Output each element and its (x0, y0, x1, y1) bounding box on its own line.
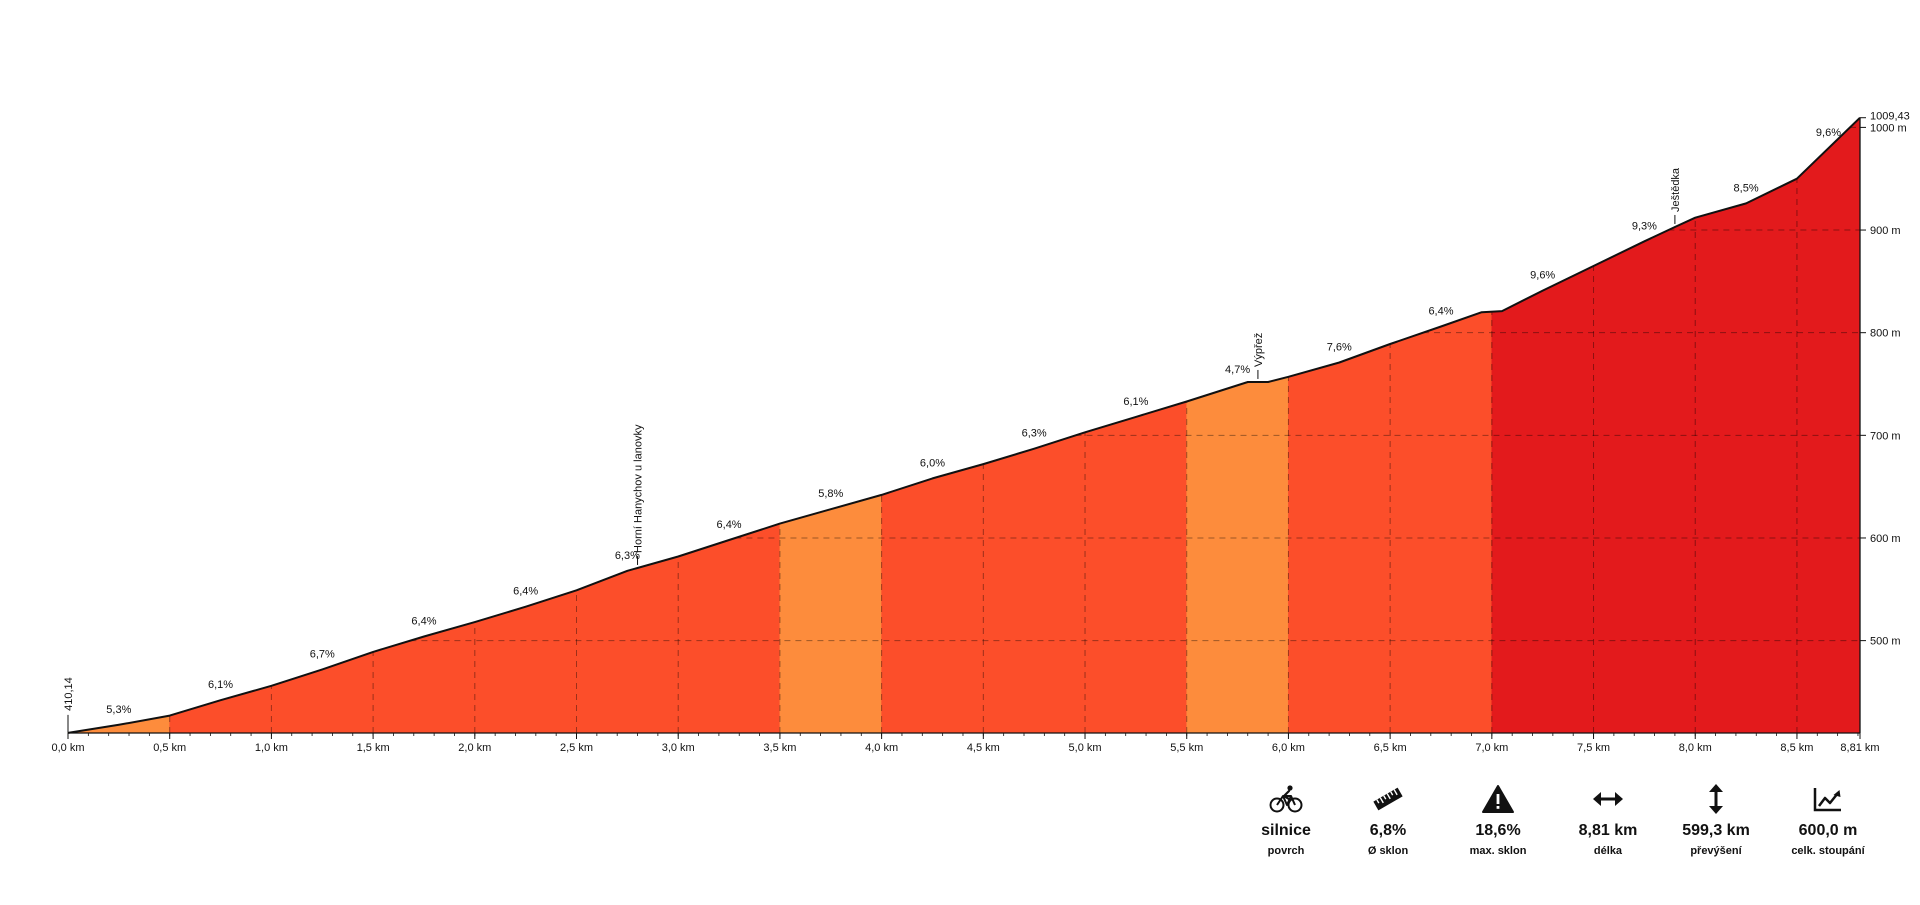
x-tick-label: 3,0 km (662, 742, 695, 754)
x-tick-label: 2,0 km (458, 742, 491, 754)
waypoint-label: Horní Hanychov u lanovky (633, 424, 645, 553)
gradient-label: 4,7% (1225, 364, 1250, 376)
y-tick-label: 600 m (1870, 533, 1901, 545)
end-elevation-label: 1009,43 (1870, 111, 1910, 123)
waypoint-label: Výpřež (1253, 333, 1265, 367)
stat-value: 6,8% (1369, 822, 1407, 839)
x-tick-label: 5,5 km (1170, 742, 1203, 754)
x-tick-label: 3,5 km (763, 742, 796, 754)
x-tick-label: 8,5 km (1780, 742, 1813, 754)
elevation-profile-chart: 0,0 km 0,5 km 1,0 km 1,5 km 2,0 km 2,5 km 3,0 … (51, 111, 1910, 754)
y-tick-label: 500 m (1870, 636, 1901, 648)
gradient-label: 6,3% (1022, 428, 1047, 440)
stat-average-gradient: 6,8% Ø sklon (1338, 782, 1438, 857)
stat-max-gradient: 18,6% max. sklon (1448, 782, 1548, 857)
segment-area (1389, 311, 1493, 734)
profile-line (67, 116, 1861, 734)
stat-value: 18,6% (1475, 822, 1521, 839)
x-tick-label: 0,5 km (153, 742, 186, 754)
x-tick-label: 5,0 km (1069, 742, 1102, 754)
gradient-label: 7,6% (1327, 341, 1352, 353)
stat-label: celk. stoupání (1791, 845, 1865, 857)
x-tick-label: 4,5 km (967, 742, 1000, 754)
gradient-label: 8,5% (1734, 182, 1759, 194)
segment-area (1796, 116, 1861, 734)
x-tick-label: 0,0 km (51, 742, 84, 754)
gradient-label: 9,3% (1632, 220, 1657, 232)
gradient-label: 6,7% (310, 648, 335, 660)
waypoint-label: Ještědka (1670, 167, 1682, 212)
stat-elevation-gain: 599,3 km převýšení (1666, 782, 1766, 857)
x-tick-label: 1,0 km (255, 742, 288, 754)
x-tick-label: 7,0 km (1475, 742, 1508, 754)
segment-area (881, 463, 984, 734)
stat-value: 599,3 km (1682, 822, 1750, 839)
stat-value: 600,0 m (1798, 822, 1858, 839)
trend-up-icon (1778, 782, 1878, 816)
stat-value: silnice (1261, 822, 1311, 839)
x-tick-label: 7,5 km (1577, 742, 1610, 754)
segment-area (372, 621, 476, 734)
segment-area (474, 589, 577, 734)
segment-area (779, 494, 882, 734)
gradient-label: 6,1% (208, 679, 233, 691)
stat-label: povrch (1267, 845, 1305, 857)
horizontal-arrow-icon (1558, 782, 1658, 816)
stat-value: 8,81 km (1578, 822, 1638, 839)
vertical-arrow-icon (1666, 782, 1766, 816)
segment-area (1084, 401, 1188, 734)
segment-area (982, 431, 1086, 734)
ruler-icon (1338, 782, 1438, 816)
segment-area (271, 651, 374, 734)
stat-label: převýšení (1690, 845, 1742, 857)
x-tick-label: 1,5 km (357, 742, 390, 754)
segment-area (169, 685, 272, 734)
stats-panel: silnice povrch 6,8% Ø sklon 18,6% max. s… (1250, 782, 1890, 892)
x-tick-label: 2,5 km (560, 742, 593, 754)
warning-icon (1448, 782, 1548, 816)
segment-area (1288, 343, 1391, 734)
x-tick-label: 4,0 km (865, 742, 898, 754)
start-elevation-label: 410,14 (63, 677, 75, 711)
stat-label: délka (1593, 845, 1623, 857)
segment-area (1593, 217, 1696, 734)
stat-label: Ø sklon (1367, 845, 1409, 857)
gradient-label: 6,4% (513, 586, 538, 598)
gradient-label: 6,0% (920, 457, 945, 469)
y-tick-label: 800 m (1870, 328, 1901, 340)
bicycle-icon (1236, 782, 1336, 816)
gradient-label: 6,4% (411, 616, 436, 628)
gradient-label: 6,3% (615, 550, 640, 562)
segment-area (1186, 376, 1289, 734)
segment-area (1491, 265, 1594, 734)
segment-area (677, 523, 781, 734)
segment-area (1694, 178, 1798, 734)
x-tick-label: 6,5 km (1374, 742, 1407, 754)
gradient-label: 6,1% (1123, 396, 1148, 408)
gradient-label: 9,6% (1816, 127, 1841, 139)
stat-surface: silnice povrch (1236, 782, 1336, 857)
stat-label: max. sklon (1469, 845, 1527, 857)
stat-total-climb: 600,0 m celk. stoupání (1778, 782, 1878, 857)
segment-area (576, 556, 679, 734)
x-tick-label: 6,0 km (1272, 742, 1305, 754)
gradient-label: 9,6% (1530, 270, 1555, 282)
gradient-label: 6,4% (1428, 306, 1453, 318)
gradient-label: 5,3% (106, 704, 131, 716)
gradient-label: 5,8% (818, 488, 843, 500)
x-tick-label: 8,81 km (1840, 742, 1879, 754)
x-tick-label: 8,0 km (1679, 742, 1712, 754)
gradient-label: 6,4% (717, 519, 742, 531)
y-tick-label: 700 m (1870, 430, 1901, 442)
y-tick-label: 900 m (1870, 225, 1901, 237)
stat-length: 8,81 km délka (1558, 782, 1658, 857)
y-tick-label: 1000 m (1870, 122, 1907, 134)
